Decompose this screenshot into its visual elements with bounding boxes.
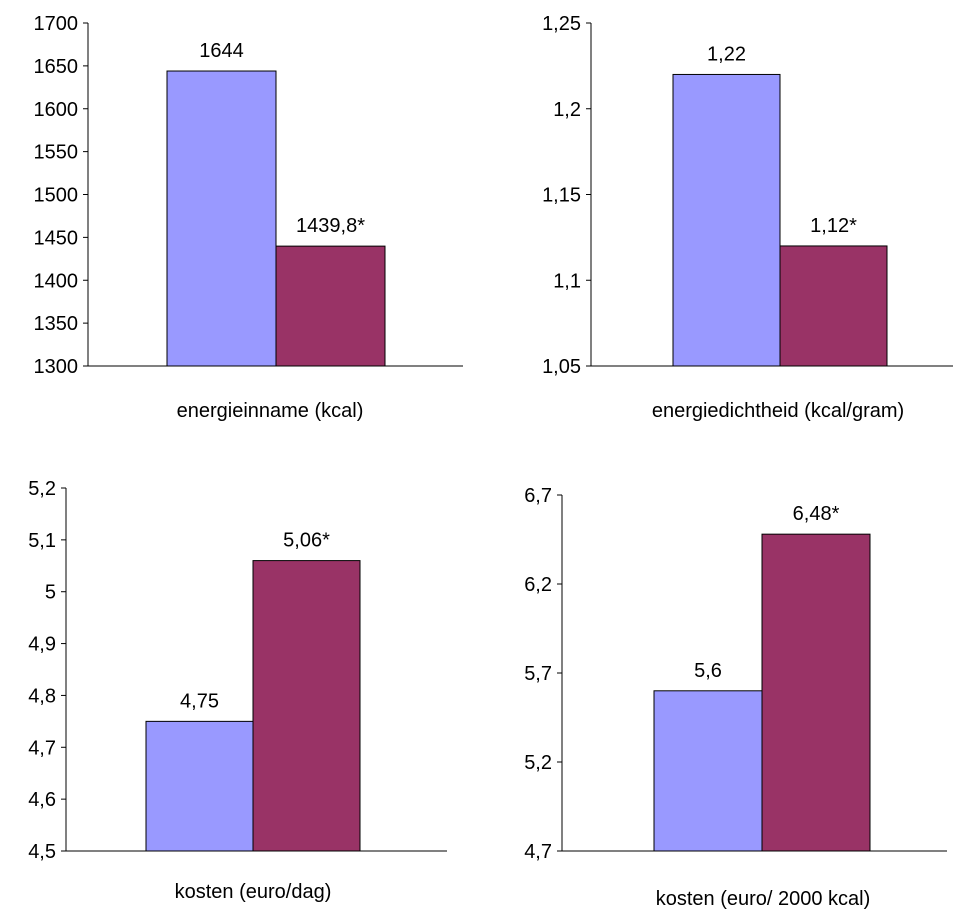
bar-series-2 — [252, 560, 361, 852]
chart-4: 4,7 5,2 5,7 6,2 6,7 5,6 6,48* kosten (euro/ 200… — [524, 485, 947, 910]
data-label: 5,06* — [283, 530, 330, 552]
chart-1: 1300 1350 1400 1450 1500 1550 1600 1650 1700 1644… — [34, 13, 463, 422]
data-label: 1644 — [199, 40, 244, 62]
bar-series-2 — [761, 533, 871, 852]
chart-2: 1,05 1,1 1,15 1,2 1,25 1,22 1,12* energiedichth… — [542, 13, 953, 422]
y-tick-label: 4,7 — [524, 841, 552, 863]
data-label: 1,12* — [810, 215, 857, 237]
bar-series-1 — [653, 690, 763, 852]
y-tick-label: 4,5 — [28, 841, 56, 863]
y-tick-label: 6,2 — [524, 574, 552, 596]
data-label: 1439,8* — [296, 215, 365, 237]
y-tick-label: 4,9 — [28, 634, 56, 656]
data-label: 1,22 — [707, 43, 746, 65]
x-axis-label: kosten (euro/ 2000 kcal) — [656, 888, 871, 910]
y-tick-label: 1300 — [34, 356, 79, 378]
y-tick-label: 5,2 — [28, 478, 56, 500]
y-tick-label: 1550 — [34, 142, 79, 164]
y-tick-label: 5,1 — [28, 530, 56, 552]
y-tick-label: 1,15 — [542, 185, 581, 207]
data-label: 6,48* — [793, 503, 840, 525]
bar-series-1 — [166, 70, 277, 367]
y-tick-label: 1,05 — [542, 356, 581, 378]
y-tick-label: 1,2 — [553, 99, 581, 121]
x-axis-label: energieinname (kcal) — [177, 400, 364, 422]
bar-series-1 — [145, 720, 254, 852]
y-tick-label: 1650 — [34, 56, 79, 78]
y-tick-label: 5,7 — [524, 663, 552, 685]
bar-series-1 — [672, 73, 781, 367]
y-tick-label: 1350 — [34, 313, 79, 335]
y-tick-label: 1600 — [34, 99, 79, 121]
chart-3: 4,5 4,6 4,7 4,8 4,9 5 5,1 5,2 4,75 5,06* kosten (e… — [28, 478, 447, 903]
y-tick-label: 1,25 — [542, 13, 581, 35]
y-tick-label: 1450 — [34, 227, 79, 249]
y-tick-label: 5,2 — [524, 752, 552, 774]
x-axis-label: energiedichtheid (kcal/gram) — [652, 400, 904, 422]
y-tick-label: 4,6 — [28, 789, 56, 811]
y-tick-label: 4,8 — [28, 685, 56, 707]
data-label: 4,75 — [180, 690, 219, 712]
y-tick-label: 1400 — [34, 270, 79, 292]
y-tick-label: 5 — [45, 582, 56, 604]
y-tick-label: 1,1 — [553, 270, 581, 292]
bar-series-2 — [275, 245, 386, 367]
data-label: 5,6 — [694, 660, 722, 682]
y-tick-label: 4,7 — [28, 737, 56, 759]
x-axis-label: kosten (euro/dag) — [175, 881, 332, 903]
bar-series-2 — [779, 245, 888, 367]
y-tick-label: 1700 — [34, 13, 79, 35]
y-tick-label: 6,7 — [524, 485, 552, 507]
y-tick-label: 1500 — [34, 185, 79, 207]
